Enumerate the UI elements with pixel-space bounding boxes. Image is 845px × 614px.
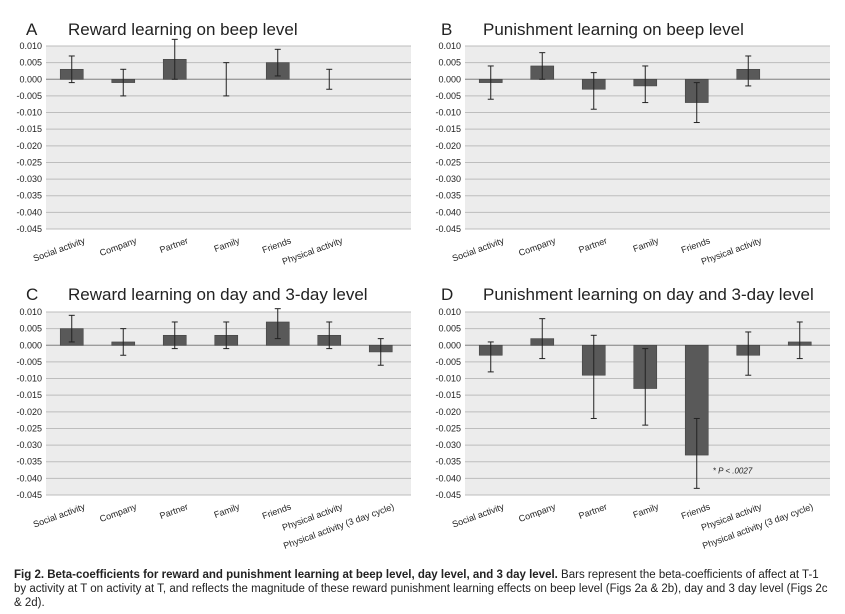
y-tick-label: -0.045 [435, 490, 461, 500]
y-tick-label: 0.005 [438, 58, 461, 68]
y-tick-label: -0.010 [435, 108, 461, 118]
significance-annotation: * P < .0027 [713, 466, 753, 475]
caption-bold: Fig 2. Beta-coefficients for reward and … [14, 569, 558, 581]
x-tick-label: Partner [158, 501, 189, 520]
y-tick-label: -0.040 [16, 207, 42, 217]
y-tick-label: -0.045 [16, 224, 42, 234]
y-tick-label: 0.000 [19, 74, 42, 84]
x-tick-label: Social activity [451, 501, 506, 529]
y-tick-label: -0.020 [16, 141, 42, 151]
y-tick-label: 0.010 [438, 41, 461, 51]
y-tick-label: -0.015 [435, 124, 461, 134]
y-tick-label: -0.035 [435, 191, 461, 201]
plot-area [465, 312, 830, 495]
y-tick-label: -0.035 [16, 457, 42, 467]
panel-letter: D [441, 285, 453, 304]
y-tick-label: -0.010 [16, 108, 42, 118]
y-tick-label: -0.040 [435, 473, 461, 483]
y-tick-label: -0.035 [435, 457, 461, 467]
x-tick-label: Social activity [32, 235, 87, 263]
y-tick-label: -0.045 [16, 490, 42, 500]
y-tick-label: -0.020 [435, 407, 461, 417]
x-tick-label: Partner [158, 235, 189, 254]
x-tick-label: Friends [261, 235, 293, 255]
y-tick-label: 0.005 [19, 58, 42, 68]
y-tick-label: -0.020 [435, 141, 461, 151]
figure-caption: Fig 2. Beta-coefficients for reward and … [14, 568, 832, 610]
x-tick-label: Partner [577, 501, 608, 520]
y-tick-label: 0.000 [438, 340, 461, 350]
plot-area [465, 46, 830, 229]
x-tick-label: Family [632, 235, 661, 254]
x-tick-label: Friends [680, 235, 712, 255]
y-tick-label: 0.000 [19, 340, 42, 350]
y-tick-label: -0.010 [16, 374, 42, 384]
caption-text: Bars represent the beta-coefficients of … [14, 569, 828, 609]
panel-title: Reward learning on beep level [68, 20, 298, 39]
y-tick-label: -0.035 [16, 191, 42, 201]
y-tick-label: -0.030 [435, 174, 461, 184]
y-tick-label: -0.030 [435, 440, 461, 450]
x-tick-label: Social activity [32, 501, 87, 529]
y-tick-label: -0.025 [16, 423, 42, 433]
y-tick-label: -0.015 [16, 124, 42, 134]
panel-letter: C [26, 285, 38, 304]
panel-title: Punishment learning on beep level [483, 20, 744, 39]
y-tick-label: -0.040 [435, 207, 461, 217]
x-tick-label: Social activity [451, 235, 506, 263]
x-tick-label: Company [98, 235, 138, 258]
panel-title: Punishment learning on day and 3-day lev… [483, 285, 814, 304]
y-tick-label: 0.010 [19, 41, 42, 51]
x-tick-label: Company [98, 501, 138, 524]
y-tick-label: 0.005 [19, 324, 42, 334]
y-tick-label: -0.020 [16, 407, 42, 417]
y-tick-label: -0.015 [435, 390, 461, 400]
y-tick-label: 0.010 [438, 307, 461, 317]
y-tick-label: -0.030 [16, 440, 42, 450]
panel-letter: A [26, 20, 38, 39]
y-tick-label: -0.025 [16, 157, 42, 167]
x-tick-label: Family [213, 235, 242, 254]
y-tick-label: -0.025 [435, 423, 461, 433]
plot-area [46, 46, 411, 229]
y-tick-label: -0.040 [16, 473, 42, 483]
x-tick-label: Friends [261, 501, 293, 521]
y-tick-label: -0.015 [16, 390, 42, 400]
y-tick-label: 0.005 [438, 324, 461, 334]
y-tick-label: -0.005 [16, 357, 42, 367]
y-tick-label: -0.005 [435, 91, 461, 101]
panel-letter: B [441, 20, 452, 39]
x-tick-label: Partner [577, 235, 608, 254]
y-tick-label: 0.000 [438, 74, 461, 84]
figure-charts: A Reward learning on beep level 0.010 0.005… [16, 20, 830, 551]
x-tick-label: Friends [680, 501, 712, 521]
x-tick-label: Company [517, 235, 557, 258]
x-tick-label: Family [632, 501, 661, 520]
y-tick-label: -0.025 [435, 157, 461, 167]
y-tick-label: -0.005 [16, 91, 42, 101]
x-tick-label: Company [517, 501, 557, 524]
y-tick-label: 0.010 [19, 307, 42, 317]
y-tick-label: -0.045 [435, 224, 461, 234]
y-tick-label: -0.005 [435, 357, 461, 367]
x-tick-label: Family [213, 501, 242, 520]
y-tick-label: -0.030 [16, 174, 42, 184]
panel-title: Reward learning on day and 3-day level [68, 285, 368, 304]
y-tick-label: -0.010 [435, 374, 461, 384]
